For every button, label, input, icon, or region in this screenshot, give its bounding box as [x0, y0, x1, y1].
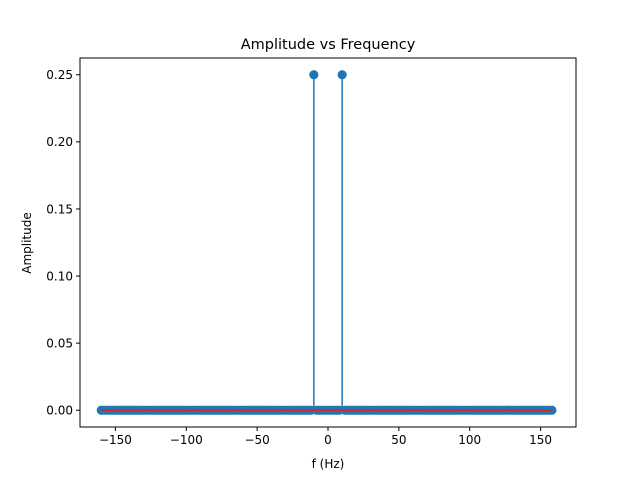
x-tick-label: 100 [458, 433, 481, 447]
x-axis: −150 −100 −50 0 50 100 150 [99, 427, 552, 447]
y-tick-label: 0.10 [46, 269, 73, 283]
x-axis-label: f (Hz) [312, 457, 345, 471]
x-tick-label: 50 [391, 433, 406, 447]
y-axis-label: Amplitude [20, 212, 34, 274]
peak-marker [337, 70, 347, 80]
plot-area [96, 70, 557, 415]
peak-marker [309, 70, 319, 80]
y-tick-label: 0.00 [46, 404, 73, 418]
x-tick-label: 150 [529, 433, 552, 447]
y-tick-label: 0.05 [46, 336, 73, 350]
x-tick-label: −50 [244, 433, 269, 447]
x-tick-label: −150 [99, 433, 132, 447]
chart-title: Amplitude vs Frequency [241, 37, 416, 53]
y-tick-label: 0.15 [46, 202, 73, 216]
y-tick-label: 0.20 [46, 135, 73, 149]
x-tick-label: −100 [170, 433, 203, 447]
x-tick-label: 0 [324, 433, 332, 447]
y-tick-label: 0.25 [46, 68, 73, 82]
y-axis: 0.00 0.05 0.10 0.15 0.20 0.25 [46, 68, 80, 418]
